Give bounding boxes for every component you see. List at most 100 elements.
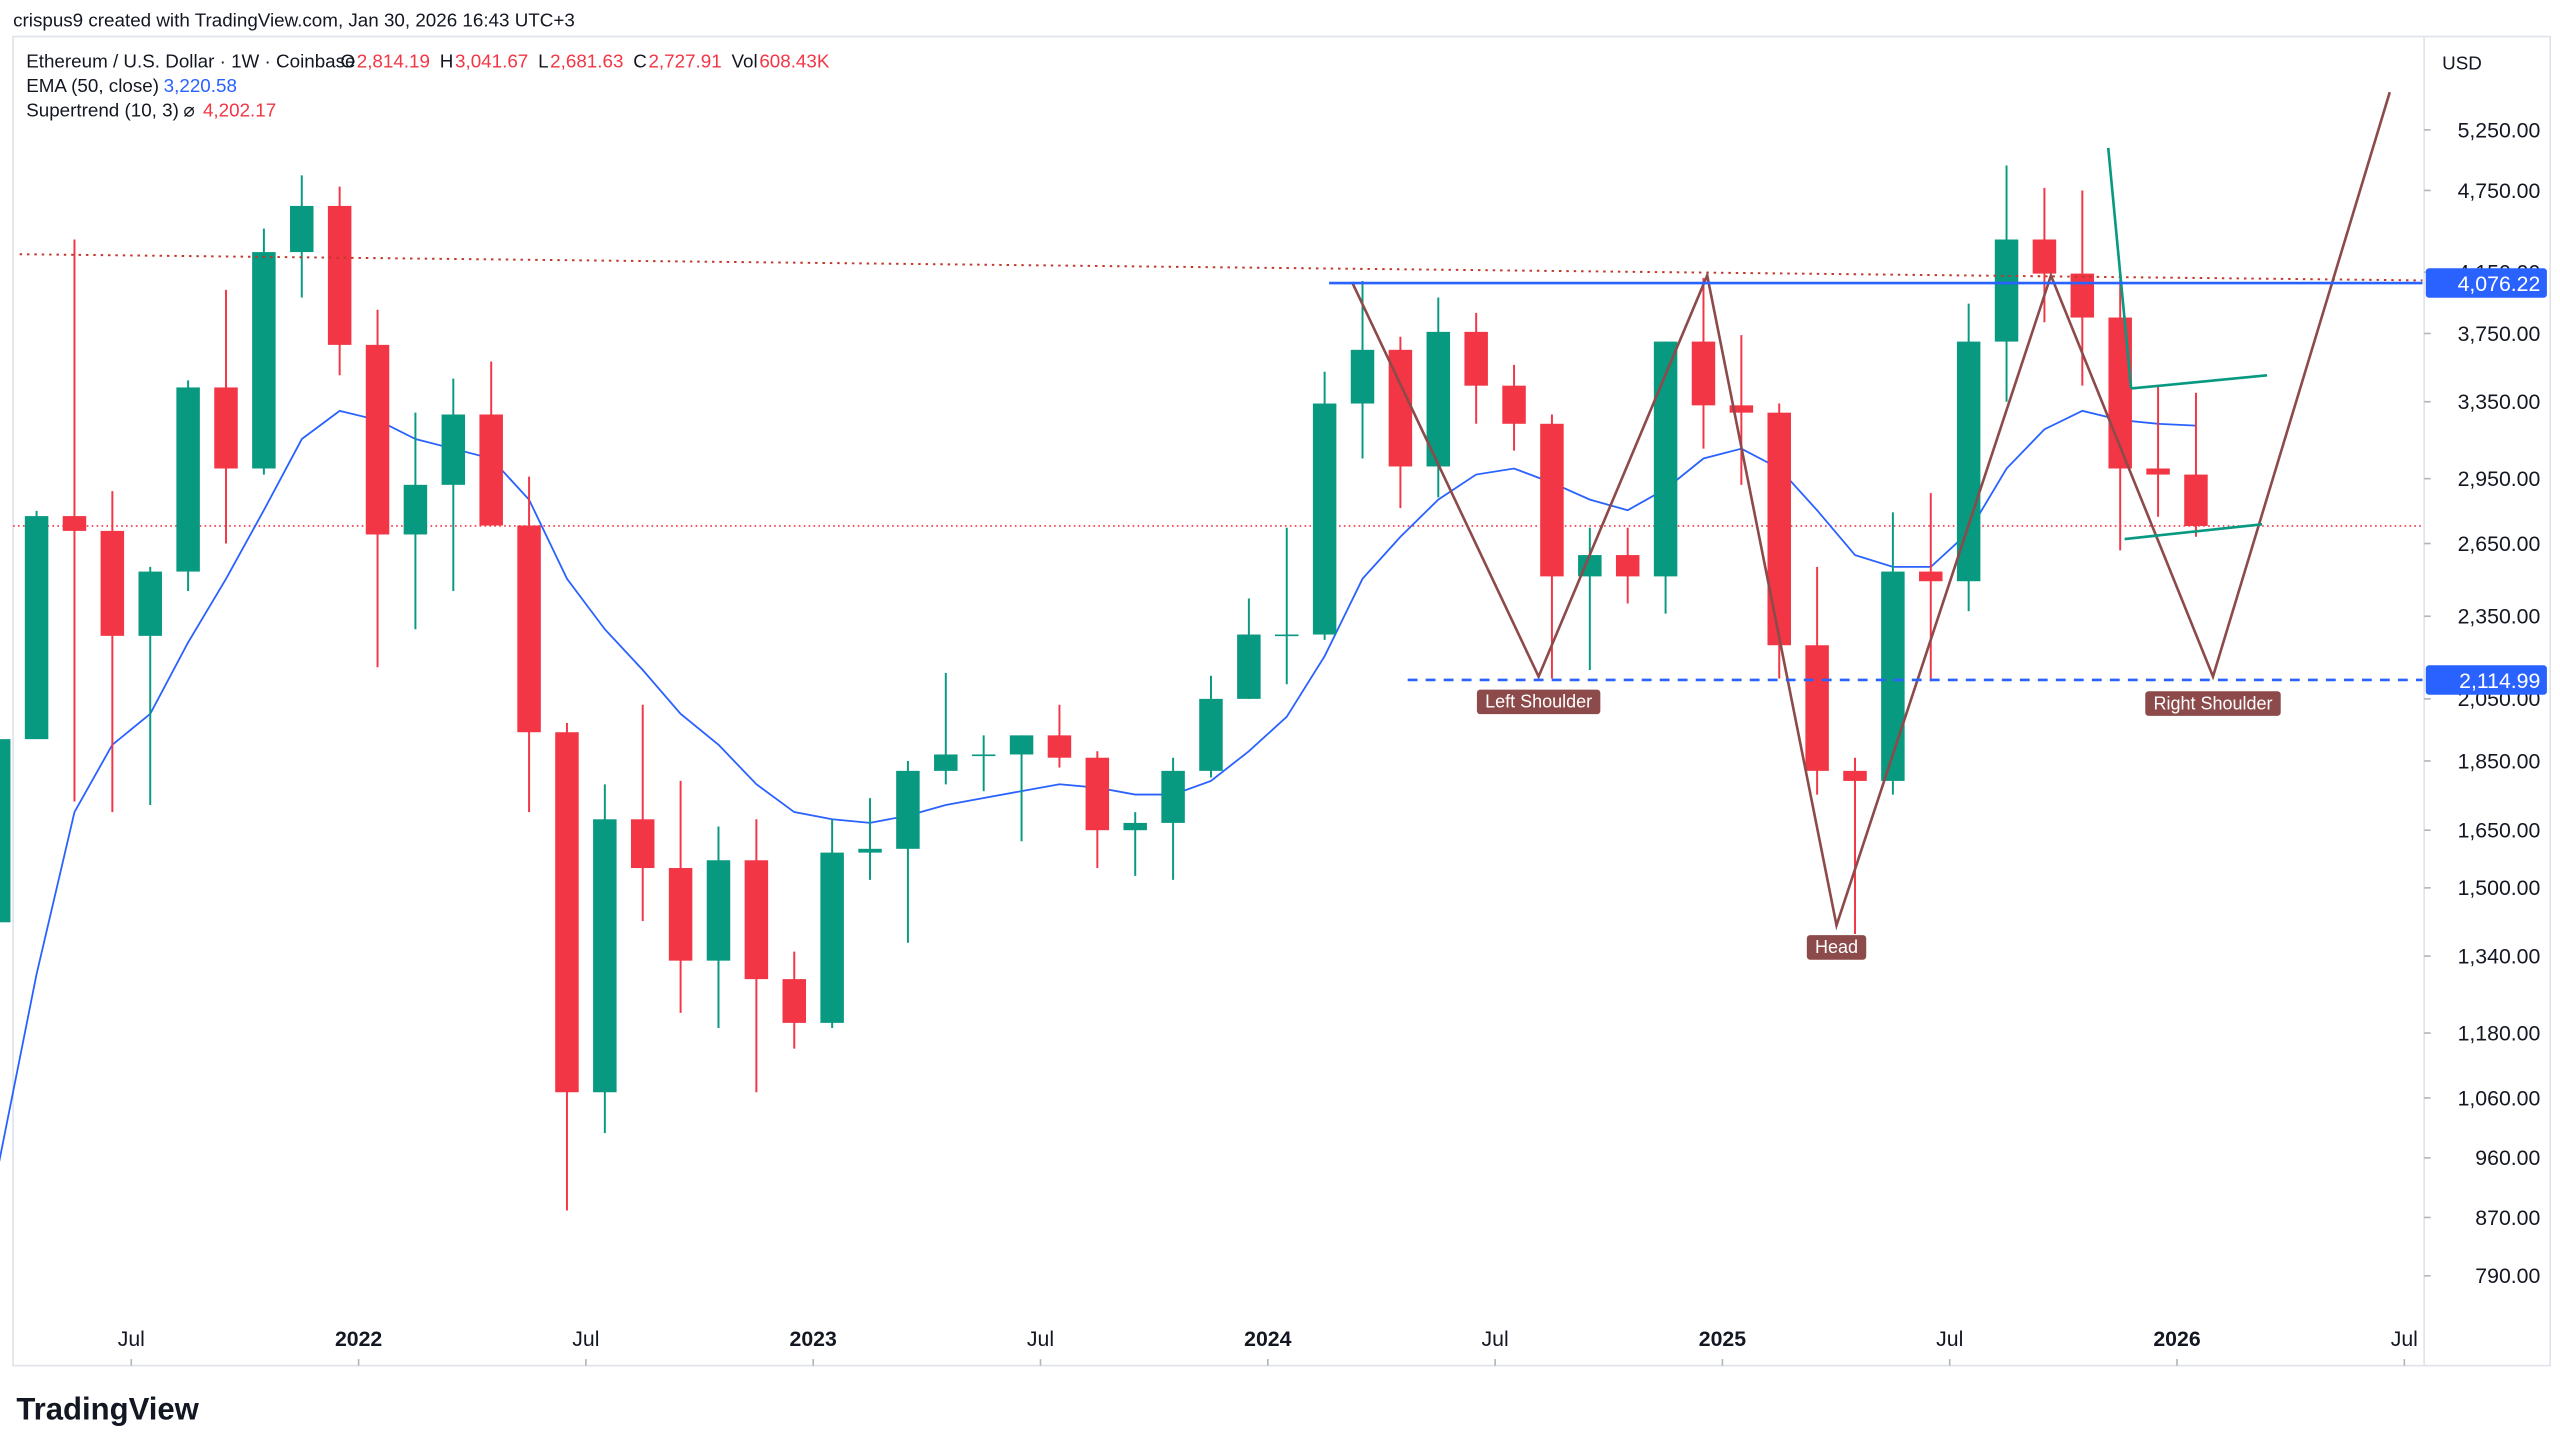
candle-body <box>1843 770 1867 781</box>
candle-body <box>62 516 87 531</box>
plot <box>0 165 2423 1211</box>
candle-body <box>858 848 882 853</box>
supertrend-name: Supertrend (10, 3) <box>26 100 179 121</box>
candle-body <box>1691 341 1716 406</box>
supertrend-symbol: ⌀ <box>183 100 194 121</box>
candle-body <box>176 387 200 572</box>
candle-body <box>1502 385 1526 424</box>
candle-body <box>2070 273 2095 318</box>
candle-body <box>782 979 807 1023</box>
candle-body <box>1881 571 1905 781</box>
candle-body <box>971 754 996 757</box>
candle-body <box>1615 555 1640 577</box>
y-tick-label: 3,750.00 <box>2458 322 2541 346</box>
candle-body <box>1540 423 1564 577</box>
candle-body <box>100 530 125 636</box>
candle-body <box>2146 468 2170 475</box>
candle-body <box>593 819 617 1093</box>
annotations: Left Shoulder Head Right Shoulder <box>1476 689 2281 960</box>
y-tick-label: 1,180.00 <box>2458 1021 2541 1045</box>
candle-body <box>1161 770 1185 823</box>
y-tick-label: 2,950.00 <box>2458 467 2541 491</box>
y-tick-label: 4,750.00 <box>2458 179 2541 203</box>
y-tick-label: 870.00 <box>2475 1206 2540 1230</box>
resistance-line <box>19 253 2423 282</box>
currency: USD <box>2442 52 2482 73</box>
candle-body <box>517 525 541 733</box>
symbol: Ethereum / U.S. Dollar · 1W · Coinbase <box>26 51 355 72</box>
candle-body <box>138 571 162 636</box>
annotation-box <box>2145 691 2281 716</box>
candle-body <box>1123 822 1147 831</box>
x-tick-label: 2022 <box>335 1327 382 1351</box>
candle-body <box>365 344 390 535</box>
x-tick-label: Jul <box>118 1327 145 1351</box>
candle-body <box>1237 634 1261 699</box>
candle-body <box>1085 757 1110 831</box>
candle-body <box>1199 698 1223 771</box>
annotation-label: Left Shoulder <box>1485 692 1592 712</box>
candle-body <box>2184 474 2208 526</box>
ohlc-value: 2,814.19 <box>357 51 430 72</box>
candle-body <box>479 414 503 526</box>
candle-body <box>327 205 352 345</box>
candle-body <box>403 484 428 535</box>
logo: TradingView <box>16 1392 199 1427</box>
candle-body <box>555 732 579 1093</box>
x-tick-label: Jul <box>1936 1327 1963 1351</box>
price-level-box <box>2425 665 2547 695</box>
ohlc: O 2,814.19 H 3,041.67 L 2,681.63 C 2,727.91 Vol 6… <box>340 51 829 72</box>
price-level-box <box>2425 268 2547 298</box>
y-tick-label: 790.00 <box>2475 1264 2540 1288</box>
candle-body <box>2032 239 2057 274</box>
candle-body <box>1047 735 1072 758</box>
candle-body <box>1729 405 1754 413</box>
price-level-label: 2,114.99 <box>2459 669 2540 693</box>
ema-value: 3,220.58 <box>164 75 237 96</box>
candle-body <box>1464 331 1488 386</box>
candle-body <box>1350 349 1375 404</box>
supertrend-value: 4,202.17 <box>203 100 276 121</box>
x-tick-label: 2023 <box>790 1327 837 1351</box>
flag-line <box>2124 523 2263 541</box>
candle-body <box>441 414 466 485</box>
candle-body <box>1275 634 1299 637</box>
y-tick-label: 5,250.00 <box>2458 118 2541 142</box>
y-tick-label: 2,350.00 <box>2458 605 2541 629</box>
pattern-line <box>1350 91 2392 931</box>
ohlc-label: L <box>538 51 548 72</box>
flag-line <box>2106 147 2133 389</box>
annotation-box <box>1476 689 1601 715</box>
y-tick-label: 1,650.00 <box>2458 819 2541 843</box>
candle-body <box>1919 571 1943 582</box>
candle-body <box>934 754 958 771</box>
annotation-label: Head <box>1815 937 1858 957</box>
credit: crispus9 created with TradingView.com, J… <box>13 10 575 31</box>
plot-frame <box>12 35 2551 1367</box>
x-tick-label: Jul <box>1482 1327 1509 1351</box>
y-tick-label: 3,350.00 <box>2458 390 2541 414</box>
x-tick-label: Jul <box>2391 1327 2418 1351</box>
candle-body <box>1956 341 1981 582</box>
x-tick-label: 2024 <box>1244 1327 1291 1351</box>
candle-body <box>820 852 844 1023</box>
candle-body <box>252 252 276 469</box>
candle-body <box>744 860 769 980</box>
ema-name: EMA (50, close) <box>26 75 159 96</box>
candle-body <box>1805 645 1829 771</box>
ohlc-label: O <box>340 51 355 72</box>
candle-body <box>24 516 49 740</box>
candle-body <box>896 770 920 849</box>
ohlc-label: H <box>440 51 454 72</box>
y-tick-label: 960.00 <box>2475 1146 2540 1170</box>
y-tick-label: 1,500.00 <box>2458 876 2541 900</box>
price-level-label: 4,076.22 <box>2458 272 2541 296</box>
y-tick-label: 1,060.00 <box>2458 1086 2541 1110</box>
candle-body <box>1767 412 1791 646</box>
ohlc-label: Vol <box>732 51 758 72</box>
y-tick-label: 1,850.00 <box>2458 749 2541 773</box>
ohlc-value: 608.43K <box>759 51 830 72</box>
candle-body <box>1312 403 1337 635</box>
